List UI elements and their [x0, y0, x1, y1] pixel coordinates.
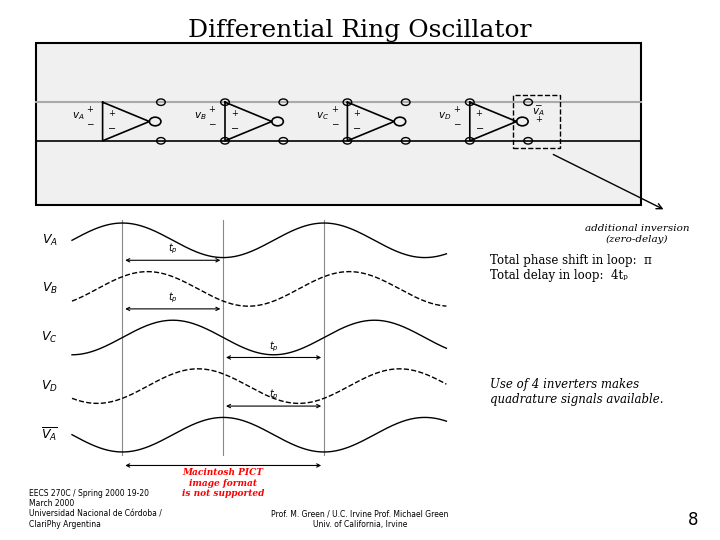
Text: $v_A$: $v_A$ — [72, 110, 85, 122]
Text: +: + — [230, 109, 238, 118]
Text: EECS 270C / Spring 2000 19-20
March 2000
Universidad Nacional de Córdoba /
Clari: EECS 270C / Spring 2000 19-20 March 2000… — [29, 489, 162, 529]
Text: +: + — [331, 105, 338, 113]
Text: $t_p$: $t_p$ — [168, 242, 178, 256]
Text: 8: 8 — [688, 511, 698, 529]
Text: Differential Ring Oscillator: Differential Ring Oscillator — [188, 19, 532, 42]
Text: Total phase shift in loop:  π
Total delay in loop:  4tₚ: Total phase shift in loop: π Total delay… — [490, 254, 652, 282]
FancyBboxPatch shape — [36, 43, 641, 205]
Text: $t_p$: $t_p$ — [269, 339, 279, 354]
Text: −: − — [208, 120, 216, 129]
Text: $V_D$: $V_D$ — [41, 379, 58, 394]
Text: +: + — [86, 105, 93, 113]
Text: Prof. M. Green / U.C. Irvine Prof. Michael Green
Univ. of California, Irvine: Prof. M. Green / U.C. Irvine Prof. Micha… — [271, 510, 449, 529]
Text: $V_A$: $V_A$ — [42, 233, 58, 248]
Text: −: − — [108, 124, 117, 134]
Text: −: − — [86, 120, 94, 129]
Text: −: − — [453, 120, 461, 129]
Text: $t_p$: $t_p$ — [269, 388, 279, 402]
Text: −: − — [330, 120, 338, 129]
Text: $v_A$: $v_A$ — [532, 106, 544, 118]
Text: −: − — [230, 124, 239, 134]
Text: $t_p$: $t_p$ — [168, 291, 178, 305]
Text: +: + — [454, 105, 460, 113]
Text: +: + — [476, 109, 482, 118]
Text: $v_D$: $v_D$ — [438, 110, 452, 122]
Text: −: − — [534, 100, 542, 109]
Text: Macintosh PICT
image format
is not supported: Macintosh PICT image format is not suppo… — [182, 468, 264, 498]
Text: $V_B$: $V_B$ — [42, 281, 58, 296]
Text: +: + — [108, 109, 115, 118]
Text: +: + — [354, 109, 360, 118]
Text: Use of 4 inverters makes
quadrature signals available.: Use of 4 inverters makes quadrature sign… — [490, 378, 663, 406]
Text: −: − — [354, 124, 361, 134]
Text: +: + — [209, 105, 215, 113]
Text: additional inversion
(zero-delay): additional inversion (zero-delay) — [585, 224, 690, 244]
Text: $\overline{V_A}$: $\overline{V_A}$ — [41, 426, 58, 443]
Text: −: − — [476, 124, 484, 134]
Text: $v_C$: $v_C$ — [316, 110, 330, 122]
Text: $V_C$: $V_C$ — [41, 330, 58, 345]
Text: $v_B$: $v_B$ — [194, 110, 207, 122]
Text: +: + — [535, 115, 541, 124]
